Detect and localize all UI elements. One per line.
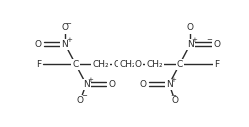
Text: O: O — [171, 96, 178, 105]
Text: F: F — [214, 60, 220, 69]
Text: N: N — [62, 40, 68, 49]
Text: CH₂: CH₂ — [146, 60, 163, 69]
Text: N: N — [166, 80, 173, 89]
Text: CH₂: CH₂ — [92, 60, 109, 69]
Text: CH₂: CH₂ — [119, 60, 136, 69]
Text: C: C — [177, 60, 183, 69]
Text: +: + — [66, 37, 72, 43]
Text: N: N — [83, 80, 89, 89]
Text: O: O — [62, 23, 68, 33]
Text: O: O — [213, 40, 220, 49]
Text: −: − — [170, 93, 176, 99]
Text: O: O — [35, 40, 42, 49]
Text: +: + — [87, 77, 93, 83]
Text: O: O — [187, 23, 194, 33]
Text: −: − — [65, 21, 71, 27]
Text: O: O — [114, 60, 121, 69]
Text: O: O — [108, 80, 115, 89]
Text: −: − — [82, 93, 87, 99]
Text: F: F — [36, 60, 41, 69]
Text: C: C — [72, 60, 79, 69]
Text: O: O — [77, 96, 84, 105]
Text: O: O — [140, 80, 147, 89]
Text: −: − — [207, 37, 213, 43]
Text: N: N — [187, 40, 194, 49]
Text: O: O — [135, 60, 142, 69]
Text: +: + — [192, 37, 197, 43]
Text: +: + — [170, 77, 176, 83]
